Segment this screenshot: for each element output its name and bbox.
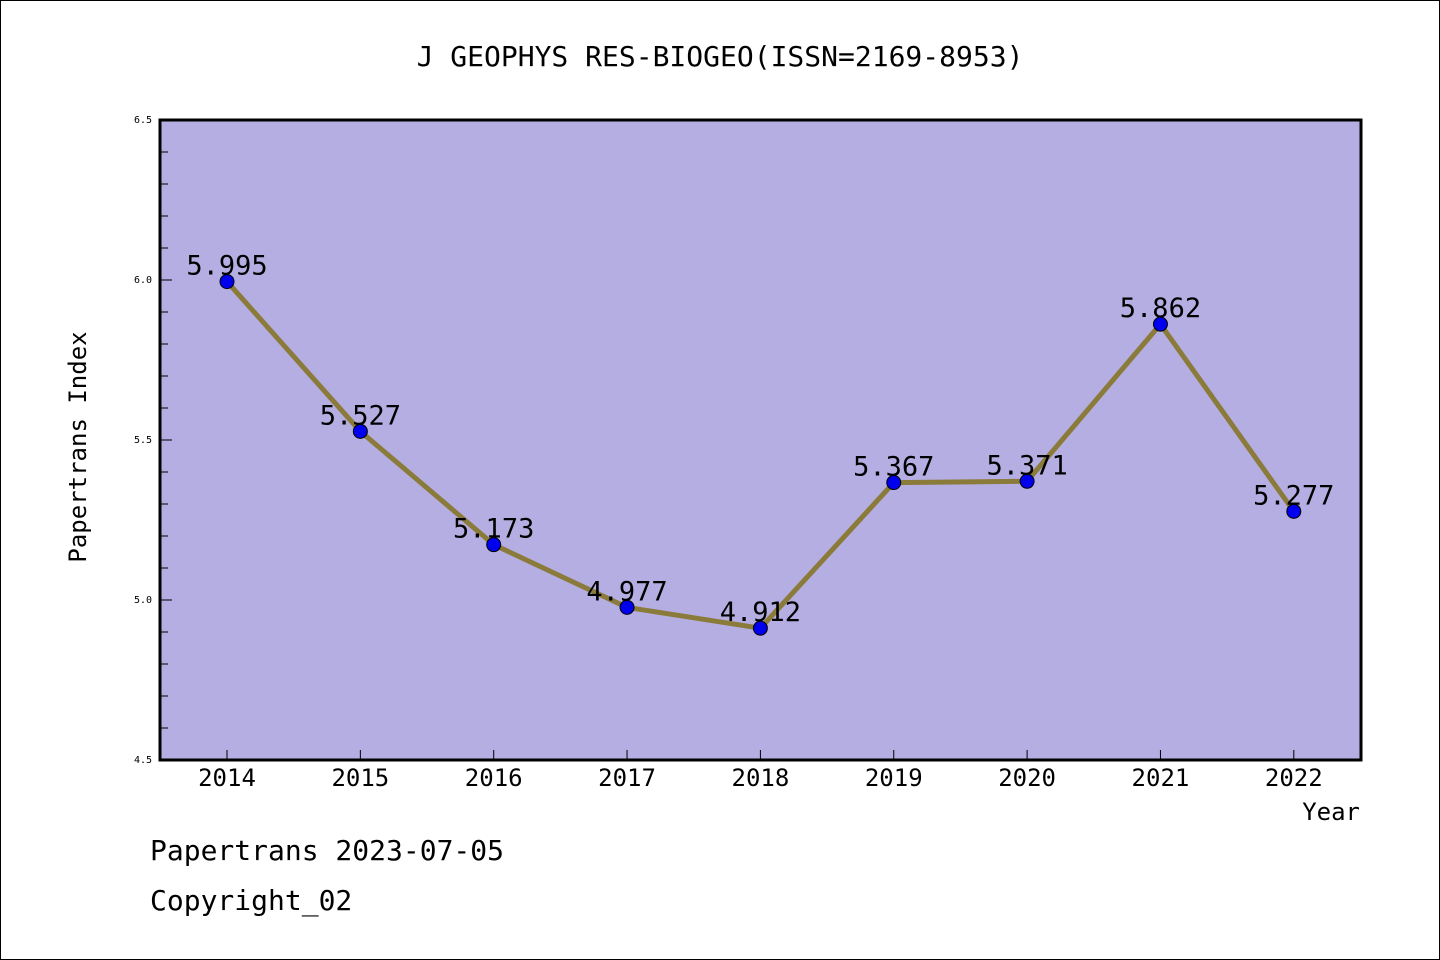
data-labels: 5.995 5.527 5.173 4.977 4.912 5.367 5.371 5.862… [186, 251, 1334, 629]
data-label: 5.995 [186, 251, 267, 282]
data-point [752, 620, 768, 636]
y-tick-label: 4.5 [134, 755, 152, 766]
x-tick-label: 2020 [998, 764, 1056, 792]
y-tick-label: 5.5 [134, 435, 152, 446]
y-tick-label: 5.0 [134, 595, 152, 606]
y-axis-label: Papertrans Index [64, 331, 92, 562]
footer-copyright-text: Copyright_02 [150, 884, 353, 917]
data-point [1152, 316, 1168, 332]
y-tick-label: 6.5 [134, 115, 152, 126]
data-point [1286, 503, 1302, 519]
plot-area [158, 118, 1363, 762]
data-point [1019, 473, 1035, 489]
data-point [219, 274, 235, 290]
data-point [619, 599, 635, 615]
data-label: 5.173 [453, 514, 534, 545]
data-label: 5.862 [1120, 293, 1201, 324]
x-tick-label: 2015 [331, 764, 389, 792]
data-point [886, 475, 902, 491]
data-label: 4.912 [720, 597, 801, 628]
data-markers [219, 274, 1302, 636]
y-tick-label: 6.0 [134, 275, 152, 286]
x-tick-label: 2017 [598, 764, 656, 792]
data-label: 5.371 [986, 450, 1067, 481]
x-tick-label: 2021 [1132, 764, 1190, 792]
x-tick-label: 2016 [465, 764, 523, 792]
chart-title: J GEOPHYS RES-BIOGEO(ISSN=2169-8953) [417, 40, 1024, 73]
y-axis-ticks: 4.5 5.0 5.5 6.0 6.5 [134, 115, 172, 766]
data-label: 4.977 [586, 576, 667, 607]
x-axis-ticks: 2014 2015 2016 2017 2018 2019 2020 2021 2022 [198, 750, 1323, 792]
data-label: 5.367 [853, 452, 934, 483]
x-tick-label: 2018 [732, 764, 790, 792]
x-tick-label: 2022 [1265, 764, 1323, 792]
x-axis-label: Year [1302, 798, 1360, 826]
data-label: 5.527 [320, 400, 401, 431]
x-tick-label: 2019 [865, 764, 923, 792]
data-label: 5.277 [1253, 480, 1334, 511]
data-point [486, 537, 502, 553]
x-tick-label: 2014 [198, 764, 256, 792]
footer-date-text: Papertrans 2023-07-05 [150, 834, 505, 867]
data-point [352, 423, 368, 439]
